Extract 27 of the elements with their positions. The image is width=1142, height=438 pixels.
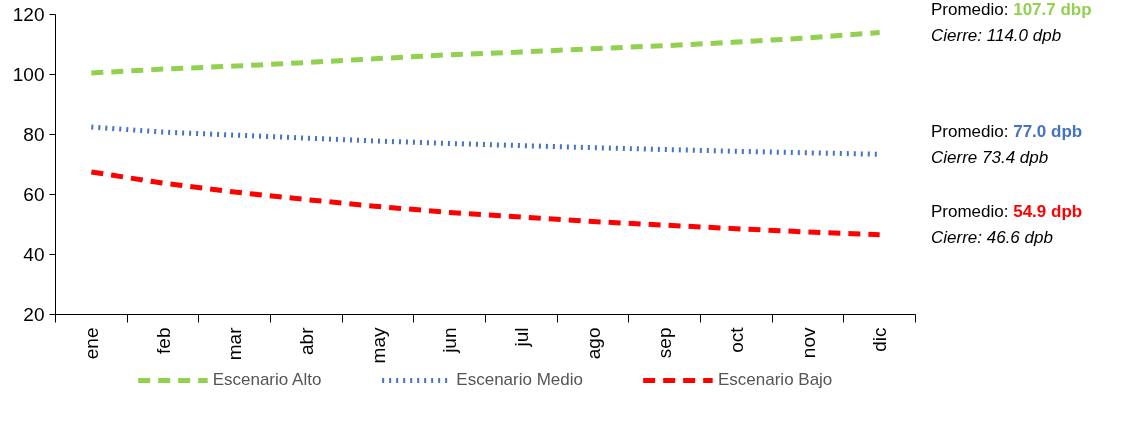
x-tick-label: oct bbox=[725, 326, 747, 353]
y-tick-label: 20 bbox=[23, 304, 45, 325]
text: Cierre: 114.0 dpb bbox=[931, 25, 1062, 47]
text: Cierre: 46.6 dpb bbox=[931, 227, 1053, 250]
legend-label: Escenario Medio bbox=[456, 370, 583, 390]
y-tick-label: 40 bbox=[23, 244, 45, 265]
legend-label: Escenario Bajo bbox=[717, 370, 833, 390]
x-tick-label: dic bbox=[869, 327, 891, 352]
x-tick-label: jun bbox=[439, 327, 461, 354]
y-tick-label: 60 bbox=[23, 184, 45, 205]
legend-label: Escenario Alto bbox=[212, 370, 322, 390]
x-tick-label: ago bbox=[582, 327, 604, 360]
text: Promedio: 107.7 dbp bbox=[931, 0, 1092, 21]
text: Promedio: 77.0 dpb bbox=[931, 120, 1083, 143]
x-tick-label: sep bbox=[654, 327, 676, 359]
y-tick-label: 100 bbox=[12, 64, 45, 85]
x-tick-label: mar bbox=[224, 326, 246, 361]
x-tick-label: ene bbox=[80, 327, 102, 360]
text: Promedio: 54.9 dpb bbox=[931, 201, 1083, 224]
x-tick-label: abr bbox=[295, 326, 317, 355]
x-tick-label: nov bbox=[797, 327, 819, 359]
x-tick-label: feb bbox=[152, 327, 174, 354]
text: Cierre 73.4 dpb bbox=[931, 146, 1049, 169]
y-tick-label: 80 bbox=[23, 124, 45, 145]
x-tick-label: may bbox=[367, 327, 389, 364]
y-tick-label: 120 bbox=[12, 4, 45, 25]
x-tick-label: jul bbox=[510, 327, 532, 348]
